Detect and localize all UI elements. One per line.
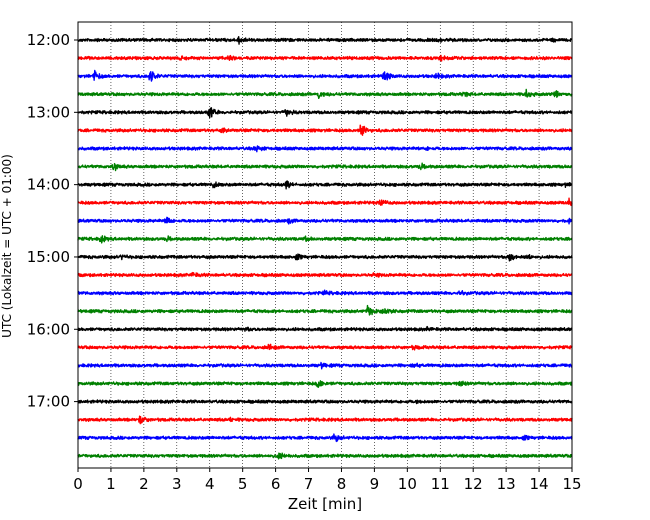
y-tick-label: 13:00 [27, 103, 70, 121]
trace-line [77, 325, 573, 332]
x-tick-label: 11 [431, 475, 450, 493]
x-axis-ticks: 0 1 2 3 4 5 6 7 8 9 10 11 12 13 14 15 [73, 468, 582, 493]
y-tick-label: 17:00 [27, 393, 70, 411]
plot-background [78, 22, 572, 468]
x-tick-label: 8 [337, 475, 347, 493]
x-tick-label: 3 [172, 475, 182, 493]
y-axis-label: UTC (Lokalzeit = UTC + 01:00) [0, 154, 14, 338]
trace-line [77, 253, 573, 262]
trace-line [77, 433, 573, 443]
trace-line [77, 304, 573, 316]
y-tick-label: 14:00 [27, 176, 70, 194]
x-tick-label: 9 [370, 475, 380, 493]
x-tick-label: 2 [139, 475, 149, 493]
y-tick-label: 15:00 [27, 248, 70, 266]
trace-line [77, 216, 573, 225]
y-axis-ticks: 12:00 13:00 14:00 15:00 16:00 17:00 [27, 31, 78, 411]
trace-line [77, 399, 573, 405]
x-tick-label: 10 [398, 475, 417, 493]
y-tick-label: 12:00 [27, 31, 70, 49]
x-tick-label: 13 [497, 475, 516, 493]
plot-frame [77, 21, 573, 469]
trace-line [77, 197, 573, 207]
trace-line [77, 162, 573, 172]
x-tick-label: 7 [304, 475, 314, 493]
trace-line [77, 271, 573, 278]
trace-line [77, 36, 573, 45]
x-tick-label: 5 [238, 475, 248, 493]
x-tick-label: 14 [530, 475, 549, 493]
trace-line [77, 235, 573, 244]
x-tick-label: 6 [271, 475, 281, 493]
trace-line [77, 145, 573, 153]
x-tick-label: 0 [73, 475, 83, 493]
trace-line [77, 380, 573, 388]
x-tick-label: 1 [106, 475, 116, 493]
trace-group [77, 36, 573, 460]
trace-line [77, 69, 573, 82]
trace-line [77, 88, 573, 100]
x-tick-label: 4 [205, 475, 215, 493]
x-tick-label: 15 [562, 475, 581, 493]
trace-line [77, 361, 573, 370]
x-tick-label: 12 [464, 475, 483, 493]
trace-line [77, 415, 573, 425]
trace-line [77, 180, 573, 190]
vertical-grid [110, 22, 540, 468]
trace-line [77, 54, 573, 62]
x-axis-label: Zeit [min] [288, 495, 362, 513]
trace-line [77, 452, 573, 460]
y-tick-label: 16:00 [27, 320, 70, 338]
trace-line [77, 343, 573, 351]
trace-line [77, 289, 573, 296]
trace-line [77, 107, 573, 119]
trace-line [77, 124, 573, 136]
